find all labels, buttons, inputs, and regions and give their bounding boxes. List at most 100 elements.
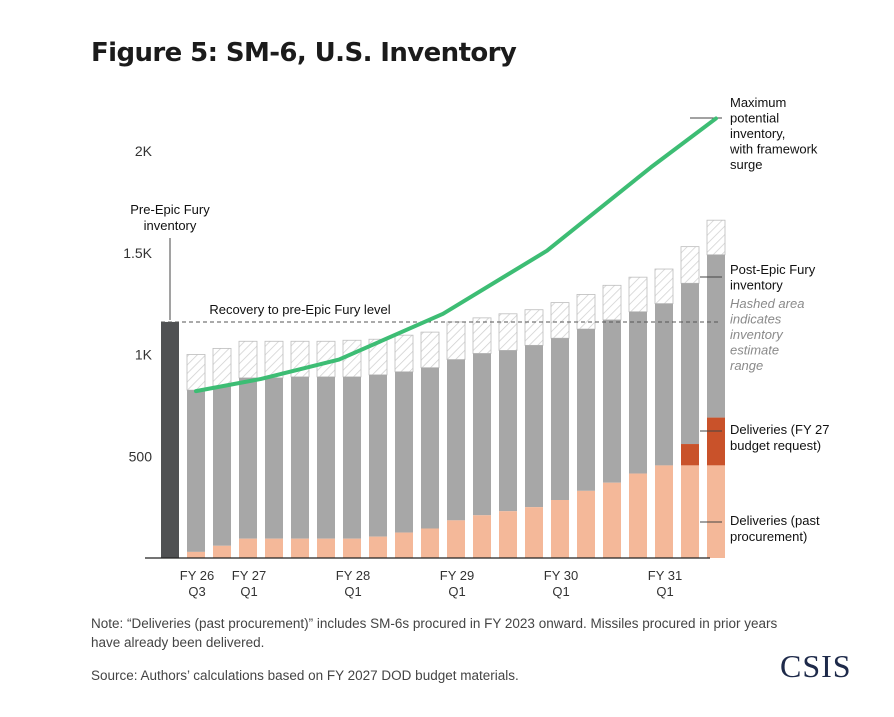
bar-post-epic-fury-6: [343, 376, 361, 539]
x-tick-label-6-top: FY 28: [336, 568, 370, 583]
line-max-potential-inventory: [194, 116, 718, 394]
bar-deliveries-past-12: [499, 511, 517, 558]
annotation-post-epic-fury-line-1: Post-Epic Fury: [730, 262, 816, 277]
bar-post-epic-fury-2: [239, 377, 257, 539]
bar-range-7: [368, 338, 388, 376]
bar-post-epic-fury-0: [187, 390, 205, 552]
annotation-hashed-line-2: indicates: [730, 312, 782, 327]
x-tick-label-18-bottom: Q1: [656, 584, 673, 599]
bar-deliveries-past-13: [525, 507, 543, 558]
x-tick-label-14-bottom: Q1: [552, 584, 569, 599]
annotation-pre-epic-fury-line-2: inventory: [144, 218, 197, 233]
bar-deliveries-past-1: [213, 545, 231, 558]
bar-range-0: [186, 354, 206, 391]
annotation-post-epic-fury-line-2: inventory: [730, 278, 783, 293]
annotation-max-potential-line-5: surge: [730, 157, 763, 172]
annotation-max-potential-line-4: with framework: [729, 142, 818, 157]
bar-range-14: [550, 302, 570, 339]
bar-deliveries-past-19: [681, 465, 699, 558]
bar-post-epic-fury-10: [447, 359, 465, 521]
bar-deliveries-past-20: [707, 465, 725, 558]
bar-post-epic-fury-11: [473, 353, 491, 516]
annotation-max-potential-line-2: potential: [730, 111, 779, 126]
bar-post-epic-fury-7: [369, 374, 387, 537]
bar-post-epic-fury-14: [551, 338, 569, 501]
x-tick-label-2-bottom: Q1: [240, 584, 257, 599]
bar-range-10: [446, 321, 466, 360]
bar-deliveries-past-16: [603, 482, 621, 558]
annotation-recovery: Recovery to pre-Epic Fury level: [209, 302, 390, 317]
bar-post-epic-fury-20: [707, 254, 725, 418]
bar-post-epic-fury-8: [395, 371, 413, 533]
bar-post-epic-fury-13: [525, 345, 543, 508]
bar-range-19: [680, 246, 700, 284]
bar-deliveries-past-11: [473, 515, 491, 558]
bar-deliveries-past-4: [291, 538, 309, 558]
annotation-deliveries-fy27-line-2: budget request): [730, 438, 821, 453]
bar-post-epic-fury-19: [681, 283, 699, 445]
x-tick-label-2-top: FY 27: [232, 568, 266, 583]
chart-title: Figure 5: SM-6, U.S. Inventory: [91, 38, 517, 68]
bar-range-5: [316, 340, 336, 378]
bar-post-epic-fury-17: [629, 311, 647, 474]
bar-range-17: [628, 276, 648, 313]
annotation-hashed-line-5: range: [730, 358, 763, 373]
bar-deliveries-past-9: [421, 528, 439, 558]
bar-range-1: [212, 347, 232, 387]
bar-post-epic-fury-12: [499, 350, 517, 512]
y-tick-label-1000: 1K: [135, 347, 153, 363]
bar-range-8: [394, 334, 414, 373]
annotation-pre-epic-fury-line-1: Pre-Epic Fury: [130, 202, 210, 217]
annotation-max-potential-line-3: inventory,: [730, 126, 785, 141]
x-tick-label-0-top: FY 26: [180, 568, 214, 583]
bar-range-15: [576, 294, 596, 330]
annotation-deliveries-past-line-2: procurement): [730, 529, 807, 544]
bar-post-epic-fury-9: [421, 367, 439, 529]
y-axis: 500 1K 1.5K 2K: [123, 143, 152, 464]
bar-deliveries-past-0: [187, 551, 205, 558]
x-tick-label-14-top: FY 30: [544, 568, 578, 583]
bars-group: [161, 219, 726, 558]
bar-range-9: [420, 331, 440, 369]
bar-deliveries-past-10: [447, 520, 465, 558]
x-tick-label-10-bottom: Q1: [448, 584, 465, 599]
y-tick-label-1500: 1.5K: [123, 245, 152, 261]
bar-deliveries-past-17: [629, 473, 647, 558]
bar-post-epic-fury-1: [213, 386, 231, 546]
annotation-deliveries-fy27-line-1: Deliveries (FY 27: [730, 422, 829, 437]
annotation-hashed-line-4: estimate: [730, 343, 779, 358]
bar-pre-epic-fury: [161, 321, 179, 558]
x-tick-label-18-top: FY 31: [648, 568, 682, 583]
bar-post-epic-fury-15: [577, 329, 595, 491]
annotation-max-potential-line-1: Maximum: [730, 95, 786, 110]
y-tick-label-500: 500: [129, 448, 153, 464]
x-tick-label-0-bottom: Q3: [188, 584, 205, 599]
bar-deliveries-past-6: [343, 538, 361, 558]
bar-post-epic-fury-18: [655, 303, 673, 466]
bar-deliveries-past-14: [551, 500, 569, 558]
bar-deliveries-past-2: [239, 538, 257, 558]
bar-range-13: [524, 309, 544, 346]
bar-deliveries-fy27-19: [681, 444, 699, 466]
line-group: [194, 116, 718, 394]
annotation-hashed-line-3: inventory: [730, 327, 784, 342]
bar-deliveries-past-7: [369, 536, 387, 558]
bar-deliveries-past-18: [655, 465, 673, 558]
chart-note: Note: “Deliveries (past procurement)” in…: [91, 616, 778, 650]
csis-logo: CSIS: [780, 648, 852, 684]
bar-post-epic-fury-5: [317, 376, 335, 539]
bar-range-18: [654, 268, 674, 305]
bar-range-2: [238, 340, 258, 379]
bar-range-20: [706, 219, 726, 256]
chart-source: Source: Authors’ calculations based on F…: [91, 668, 519, 683]
x-tick-label-6-bottom: Q1: [344, 584, 361, 599]
bar-post-epic-fury-16: [603, 319, 621, 483]
bar-range-11: [472, 317, 492, 354]
bar-range-16: [602, 284, 622, 321]
x-tick-label-10-top: FY 29: [440, 568, 474, 583]
bar-deliveries-past-3: [265, 538, 283, 558]
bar-deliveries-past-15: [577, 490, 595, 558]
bar-deliveries-past-5: [317, 538, 335, 558]
